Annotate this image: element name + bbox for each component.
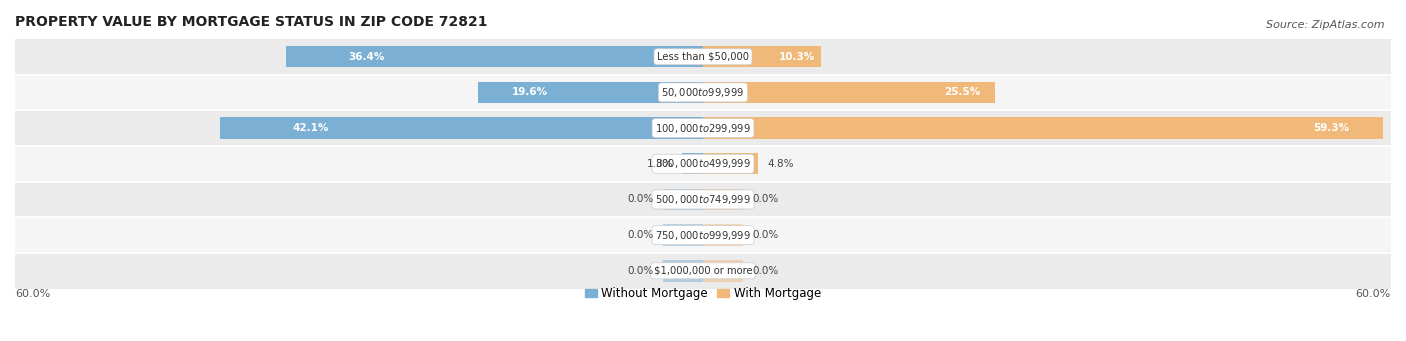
Bar xyxy=(15,110,1391,146)
Bar xyxy=(15,217,1391,253)
Bar xyxy=(703,224,744,246)
Bar xyxy=(662,189,703,210)
Text: Less than $50,000: Less than $50,000 xyxy=(657,52,749,62)
Bar xyxy=(703,46,821,68)
Bar xyxy=(15,39,1391,75)
Text: 0.0%: 0.0% xyxy=(752,230,779,240)
Text: $100,000 to $299,999: $100,000 to $299,999 xyxy=(655,122,751,135)
Bar xyxy=(15,253,1391,288)
Text: $50,000 to $99,999: $50,000 to $99,999 xyxy=(661,86,745,99)
Text: $500,000 to $749,999: $500,000 to $749,999 xyxy=(655,193,751,206)
Text: $300,000 to $499,999: $300,000 to $499,999 xyxy=(655,157,751,170)
Bar xyxy=(703,153,758,175)
Text: 0.0%: 0.0% xyxy=(627,266,654,276)
Text: $1,000,000 or more: $1,000,000 or more xyxy=(654,266,752,276)
Text: 36.4%: 36.4% xyxy=(349,52,385,62)
Text: 60.0%: 60.0% xyxy=(1355,288,1391,299)
Text: PROPERTY VALUE BY MORTGAGE STATUS IN ZIP CODE 72821: PROPERTY VALUE BY MORTGAGE STATUS IN ZIP… xyxy=(15,15,488,29)
Bar xyxy=(15,182,1391,217)
Text: 42.1%: 42.1% xyxy=(292,123,329,133)
Text: $750,000 to $999,999: $750,000 to $999,999 xyxy=(655,228,751,242)
Text: 0.0%: 0.0% xyxy=(752,194,779,205)
Bar xyxy=(285,46,703,68)
Text: 0.0%: 0.0% xyxy=(627,194,654,205)
Bar xyxy=(703,82,995,103)
Bar xyxy=(15,146,1391,182)
Bar xyxy=(15,75,1391,110)
Text: 19.6%: 19.6% xyxy=(512,87,548,98)
Bar xyxy=(703,260,744,282)
Bar xyxy=(703,189,744,210)
Text: 0.0%: 0.0% xyxy=(627,230,654,240)
Bar xyxy=(221,117,703,139)
Text: 59.3%: 59.3% xyxy=(1313,123,1348,133)
Text: Source: ZipAtlas.com: Source: ZipAtlas.com xyxy=(1267,20,1385,30)
Text: 60.0%: 60.0% xyxy=(15,288,51,299)
Bar xyxy=(703,117,1384,139)
Text: 1.8%: 1.8% xyxy=(647,159,673,169)
Text: 25.5%: 25.5% xyxy=(945,87,981,98)
Bar xyxy=(478,82,703,103)
Legend: Without Mortgage, With Mortgage: Without Mortgage, With Mortgage xyxy=(581,282,825,305)
Bar xyxy=(682,153,703,175)
Text: 0.0%: 0.0% xyxy=(752,266,779,276)
Bar xyxy=(662,224,703,246)
Text: 10.3%: 10.3% xyxy=(779,52,815,62)
Bar xyxy=(662,260,703,282)
Text: 4.8%: 4.8% xyxy=(768,159,794,169)
